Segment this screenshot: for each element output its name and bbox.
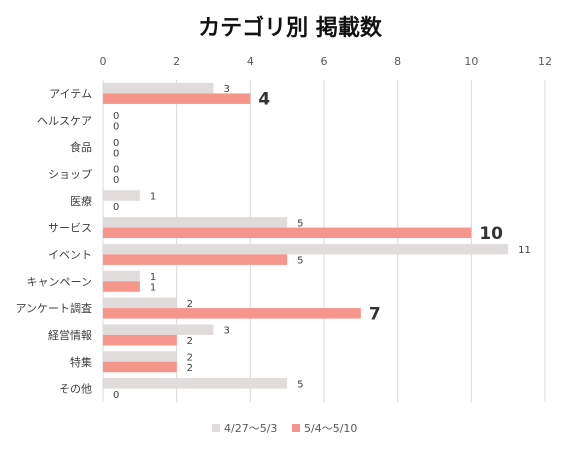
category-label: ショップ: [48, 168, 92, 181]
data-label: 0: [113, 111, 119, 122]
data-label: 1: [150, 283, 156, 294]
data-label: 10: [479, 224, 503, 244]
category-label: サービス: [48, 222, 92, 235]
data-label: 3: [224, 326, 230, 337]
data-label: 0: [113, 165, 119, 176]
bar-series-2: [103, 93, 251, 104]
data-label: 1: [150, 192, 156, 203]
data-label: 0: [113, 138, 119, 149]
bar-series-2: [103, 281, 140, 292]
data-label: 0: [113, 175, 119, 186]
legend: 4/27～5/3 5/4～5/10: [212, 422, 357, 435]
category-label: 食品: [70, 140, 92, 154]
bar-series-1: [103, 217, 288, 228]
bar-series-1: [103, 324, 214, 335]
bar-series-1: [103, 378, 288, 389]
chart-title: カテゴリ別 掲載数: [198, 15, 383, 41]
category-label: ヘルスケア: [37, 114, 92, 127]
category-label: キャンペーン: [27, 275, 92, 288]
x-tick-label: 2: [173, 55, 180, 68]
category-label: 特集: [70, 355, 92, 369]
x-tick-label: 8: [394, 55, 401, 68]
data-label: 2: [187, 363, 193, 374]
x-tick-label: 12: [538, 55, 552, 68]
category-label: アイテム: [49, 87, 92, 100]
data-label: 5: [297, 256, 303, 267]
x-tick-label: 0: [100, 55, 107, 68]
data-label: 5: [297, 218, 303, 229]
data-label: 0: [113, 390, 119, 401]
legend-swatch: [292, 424, 300, 432]
data-label: 4: [258, 90, 270, 110]
legend-label: 4/27～5/3: [224, 422, 277, 435]
category-label: 医療: [70, 194, 92, 208]
data-label: 0: [113, 202, 119, 213]
data-label: 2: [187, 353, 193, 364]
data-label: 11: [518, 245, 531, 256]
bar-series-2: [103, 334, 177, 346]
bar-series-2: [103, 361, 177, 373]
data-label: 3: [224, 84, 230, 95]
x-axis-ticks: 0 2 4 6 8 10 12: [100, 55, 553, 68]
bar-series-2: [103, 254, 288, 265]
bar-series-1: [103, 351, 177, 362]
category-labels: アイテムヘルスケア食品ショップ医療サービスイベントキャンペーンアンケート調査経営…: [15, 87, 92, 395]
category-label: 経営情報: [48, 328, 92, 342]
bar-series-1: [103, 297, 177, 309]
bar-series-1: [103, 190, 140, 201]
x-tick-label: 10: [464, 55, 478, 68]
bar-series-2: [103, 227, 472, 239]
data-label: 1: [150, 272, 156, 283]
bar-series-1: [103, 243, 509, 255]
category-label: その他: [59, 383, 92, 396]
data-label: 2: [187, 299, 193, 310]
data-label: 2: [187, 336, 193, 347]
legend-swatch: [212, 424, 220, 432]
gridlines: [102, 80, 546, 402]
category-label: イベント: [48, 248, 92, 261]
data-label: 7: [369, 304, 381, 324]
data-label: 0: [113, 148, 119, 159]
x-tick-label: 4: [247, 55, 254, 68]
category-label: アンケート調査: [15, 301, 92, 315]
bar-series-2: [103, 308, 361, 319]
x-tick-label: 6: [321, 55, 328, 68]
data-label: 5: [297, 379, 303, 390]
bar-series-1: [103, 82, 214, 94]
data-label: 0: [113, 122, 119, 133]
bars: [103, 82, 509, 389]
legend-label: 5/4～5/10: [304, 422, 357, 435]
bar-series-1: [103, 270, 140, 282]
